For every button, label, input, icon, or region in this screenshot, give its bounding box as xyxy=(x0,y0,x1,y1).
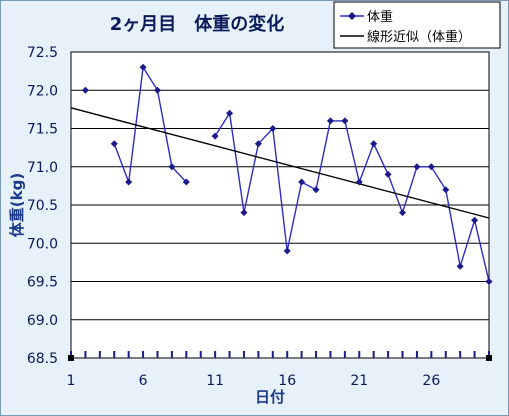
data-point-marker xyxy=(427,163,435,171)
series-layer xyxy=(70,63,493,285)
axis-corner-marker-right xyxy=(486,355,492,361)
x-tick-label: 6 xyxy=(139,373,148,389)
legend-label-weight: 体重 xyxy=(367,9,393,25)
y-axis-title: 体重(kg) xyxy=(8,173,26,237)
trendline xyxy=(70,107,490,219)
y-tick-label: 71.5 xyxy=(27,122,58,138)
data-point-marker xyxy=(456,262,464,270)
data-point-marker xyxy=(240,209,248,217)
data-point-marker xyxy=(312,186,320,194)
data-point-marker xyxy=(442,186,450,194)
y-tick-label: 69.5 xyxy=(27,275,58,291)
data-point-marker xyxy=(153,86,161,94)
x-tick-label: 1 xyxy=(67,373,76,389)
data-point-marker xyxy=(226,109,234,117)
data-point-marker xyxy=(81,86,89,94)
data-point-marker xyxy=(413,163,421,171)
legend-label-trend: 線形近似（体重） xyxy=(367,29,471,45)
data-point-marker xyxy=(283,247,291,255)
data-point-marker xyxy=(125,178,133,186)
axis-corner-marker-left xyxy=(68,355,74,361)
series-line-weight xyxy=(113,65,490,282)
y-tick-label: 69.0 xyxy=(27,313,58,329)
data-point-marker xyxy=(355,178,363,186)
data-point-marker xyxy=(370,140,378,148)
data-point-marker xyxy=(326,117,334,125)
y-tick-label: 70.5 xyxy=(27,198,58,214)
data-point-marker xyxy=(298,178,306,186)
y-tick-labels: 68.5 69.0 69.5 70.0 70.5 71.0 71.5 72.0 72.5 xyxy=(27,45,58,367)
legend: 体重 線形近似（体重） xyxy=(333,1,501,49)
data-point-marker xyxy=(254,140,262,148)
y-tick-label: 70.0 xyxy=(27,236,58,252)
x-tick-labels: 1 6 11 16 21 26 xyxy=(67,373,441,389)
y-tick-label: 68.5 xyxy=(27,351,58,367)
data-point-marker xyxy=(182,178,190,186)
x-axis-title: 日付 xyxy=(255,388,285,406)
y-tick-label: 72.0 xyxy=(27,83,58,99)
legend-marker-weight xyxy=(348,12,356,20)
data-point-marker xyxy=(471,216,479,224)
data-point-marker xyxy=(211,132,219,140)
data-point-marker xyxy=(399,209,407,217)
data-point-marker xyxy=(485,278,493,285)
x-tick-label: 16 xyxy=(278,373,296,389)
chart-title: 2ヶ月目 体重の変化 xyxy=(110,13,285,35)
y-tick-label: 72.5 xyxy=(27,45,58,61)
x-minor-ticks xyxy=(68,351,492,361)
data-point-marker xyxy=(341,117,349,125)
x-tick-label: 26 xyxy=(422,373,440,389)
data-point-marker xyxy=(269,125,277,132)
legend-box xyxy=(333,1,501,49)
data-point-marker xyxy=(110,140,118,148)
data-point-marker xyxy=(168,163,176,171)
data-point-marker xyxy=(139,63,147,71)
x-tick-label: 11 xyxy=(206,373,224,389)
x-tick-label: 21 xyxy=(350,373,368,389)
y-tick-label: 71.0 xyxy=(27,160,58,176)
data-point-marker xyxy=(384,170,392,178)
